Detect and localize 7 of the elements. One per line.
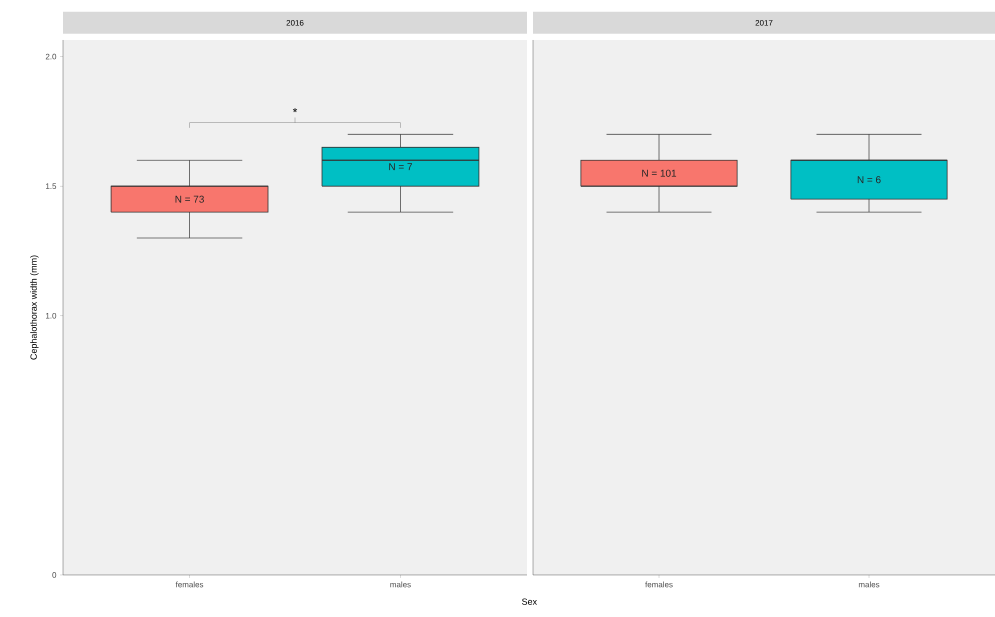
- annotation: *: [292, 108, 298, 112]
- annotation: N = 101: [642, 170, 676, 177]
- y-axis-title: Cephalothorax width (mm): [30, 255, 39, 360]
- annotation: N = 7: [389, 163, 412, 170]
- annotation: N = 6: [858, 176, 881, 184]
- x-axis-title: Sex: [522, 598, 537, 605]
- annotation: N = 73: [176, 196, 204, 203]
